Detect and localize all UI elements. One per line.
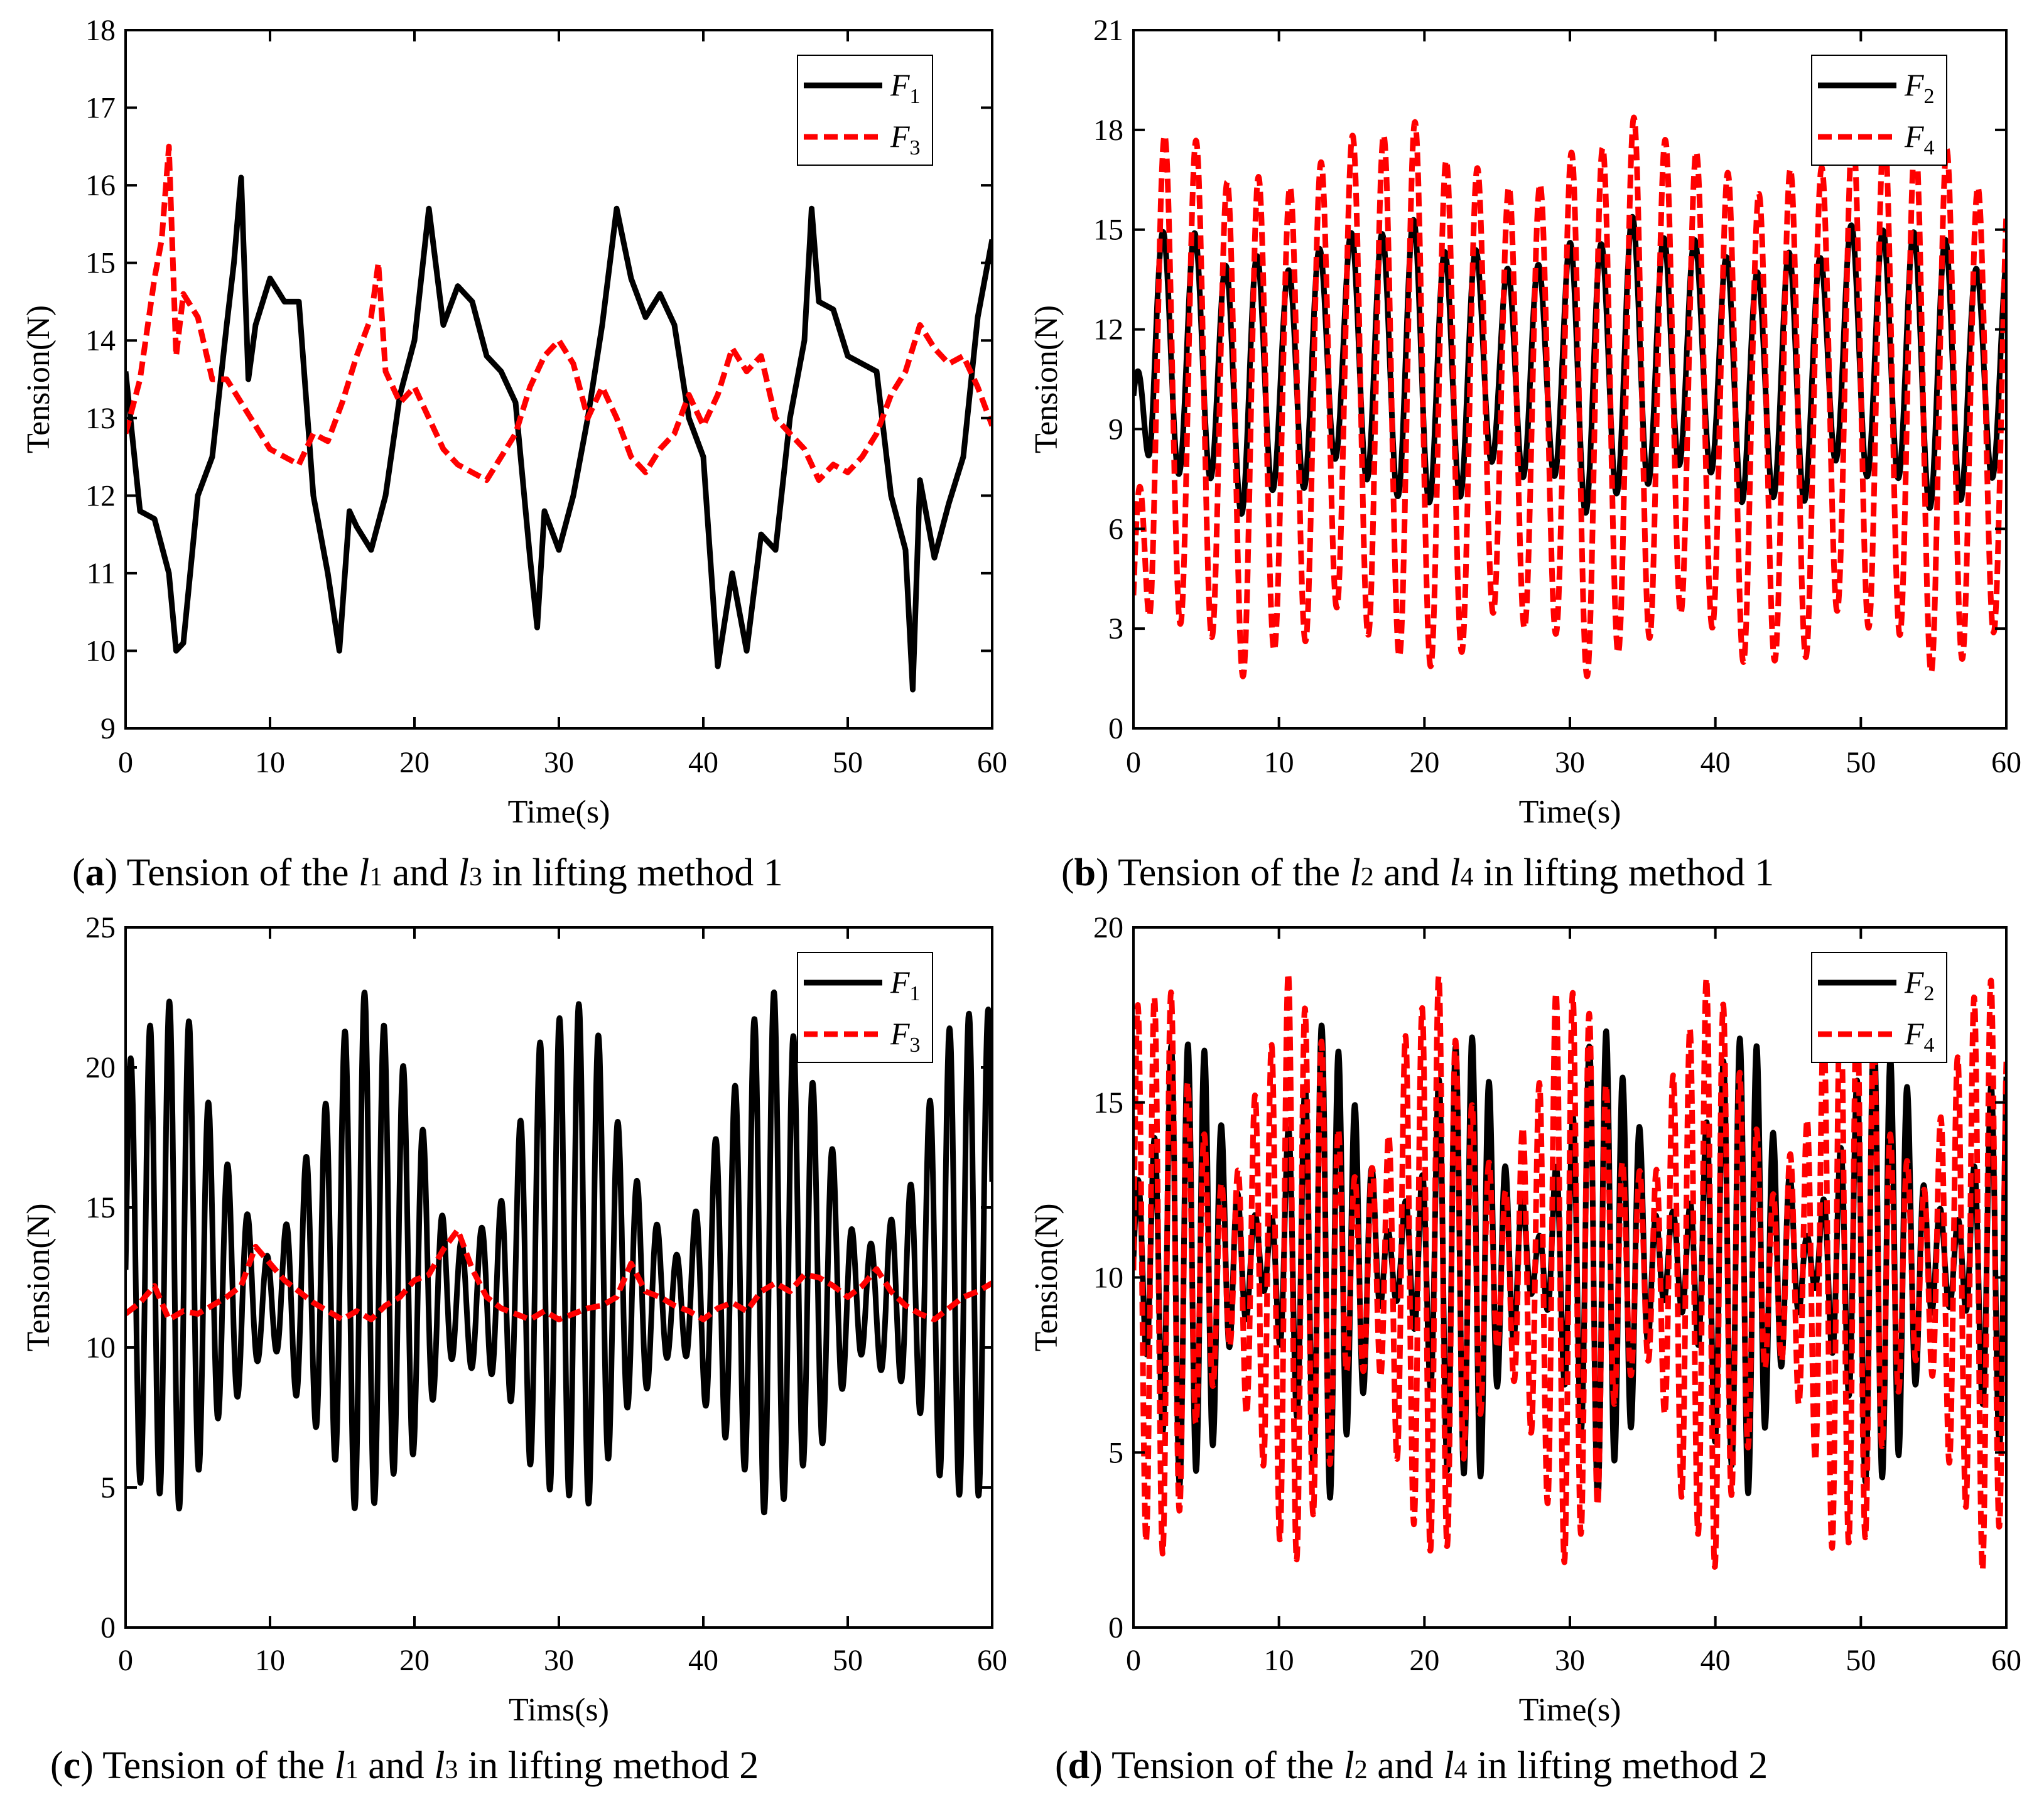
y-tick-label: 9 <box>1108 413 1123 446</box>
x-tick-label: 50 <box>833 1644 863 1677</box>
x-tick-label: 60 <box>977 1644 1007 1677</box>
x-tick-label: 40 <box>1701 746 1731 779</box>
y-axis-label: Tension(N) <box>1029 305 1064 453</box>
x-axis-label: Time(s) <box>1519 794 1621 830</box>
y-tick-label: 13 <box>85 402 116 435</box>
y-tick-label: 10 <box>85 1331 116 1364</box>
x-tick-label: 30 <box>1555 746 1585 779</box>
y-tick-label: 10 <box>85 634 116 667</box>
series-F4-line-d <box>1133 971 2006 1573</box>
y-axis-label: Tension(N) <box>1029 1203 1064 1351</box>
x-tick-label: 50 <box>1846 746 1876 779</box>
panel-caption-d: (d) Tension of the l2 and l4 in lifting … <box>1055 1744 1768 1787</box>
legend-box <box>797 55 933 166</box>
x-tick-label: 10 <box>1264 746 1294 779</box>
series-F4-line-b <box>1133 114 2006 679</box>
x-axis-label: Time(s) <box>1519 1692 1621 1728</box>
x-axis-label: Time(s) <box>508 794 610 830</box>
chart-panel-d: 0 10 20 30 40 50 60 0 5 10 15 20 Time(s) Tension(N) F2… <box>1029 911 2021 1787</box>
x-tick-label: 10 <box>255 746 285 779</box>
y-tick-label: 0 <box>1108 1611 1123 1644</box>
y-tick-label: 9 <box>100 712 116 745</box>
series-F3-line-c <box>126 1227 992 1322</box>
x-axis-label: Tims(s) <box>509 1692 609 1728</box>
legend-label-F1: F1 <box>890 67 921 108</box>
x-tick-label: 60 <box>1991 746 2021 779</box>
chart-panel-a: 0 10 20 30 40 50 60 9 10 11 12 13 14 15 16 17 18 Time(s) T… <box>21 14 1007 894</box>
y-tick-label: 18 <box>1093 114 1123 147</box>
x-tick-label: 40 <box>688 746 718 779</box>
y-tick-label: 5 <box>1108 1436 1123 1469</box>
y-tick-label: 0 <box>1108 712 1123 745</box>
y-tick-label: 12 <box>1093 313 1123 347</box>
x-tick-label: 0 <box>1126 1644 1141 1677</box>
chart-panel-b: 0 10 20 30 40 50 60 0 3 6 9 12 15 18 21 Time(s) Tension(… <box>1029 14 2021 894</box>
y-axis-label: Tension(N) <box>21 1203 57 1351</box>
x-tick-label: 30 <box>1555 1644 1585 1677</box>
y-tick-label: 14 <box>85 324 116 357</box>
legend-label-F3: F3 <box>890 119 921 159</box>
x-tick-label: 60 <box>977 746 1007 779</box>
y-tick-label: 21 <box>1093 14 1123 47</box>
legend-box <box>1811 952 1947 1063</box>
x-tick-label: 50 <box>1846 1644 1876 1677</box>
series-F1-line-a <box>126 175 992 693</box>
x-tick-label: 20 <box>1409 1644 1439 1677</box>
x-tick-label: 50 <box>833 746 863 779</box>
legend-label-F2: F2 <box>1904 964 1935 1005</box>
x-tick-label: 30 <box>544 1644 574 1677</box>
x-tick-label: 60 <box>1991 1644 2021 1677</box>
y-tick-label: 20 <box>1093 911 1123 944</box>
y-tick-label: 17 <box>85 92 116 125</box>
y-tick-label: 12 <box>85 479 116 512</box>
y-tick-label: 20 <box>85 1051 116 1084</box>
legend-label-F2: F2 <box>1904 67 1935 108</box>
y-tick-label: 5 <box>100 1471 116 1504</box>
x-tick-label: 0 <box>1126 746 1141 779</box>
y-tick-label: 11 <box>87 557 116 590</box>
y-tick-label: 10 <box>1093 1261 1123 1295</box>
x-tick-label: 0 <box>118 746 133 779</box>
x-tick-label: 10 <box>1264 1644 1294 1677</box>
x-tick-label: 20 <box>1409 746 1439 779</box>
legend-label-F3: F3 <box>890 1016 921 1057</box>
x-tick-label: 30 <box>544 746 574 779</box>
legend-label-F1: F1 <box>890 964 921 1005</box>
panel-caption-b: (b) Tension of the l2 and l4 in lifting … <box>1061 851 1774 894</box>
panel-caption-a: (a) Tension of the l1 and l3 in lifting … <box>72 851 783 894</box>
y-tick-label: 6 <box>1108 512 1123 546</box>
series-F1-line-c <box>126 989 992 1516</box>
legend-box <box>797 952 933 1063</box>
y-tick-label: 25 <box>85 911 116 944</box>
y-tick-label: 15 <box>85 1191 116 1224</box>
chart-panel-c: 0 10 20 30 40 50 60 0 5 10 15 20 25 Tims(s) Tension(N)… <box>21 911 1007 1787</box>
y-tick-label: 3 <box>1108 612 1123 645</box>
y-axis-label: Tension(N) <box>21 305 57 453</box>
panel-caption-c: (c) Tension of the l1 and l3 in lifting … <box>50 1744 759 1787</box>
x-tick-label: 10 <box>255 1644 285 1677</box>
y-tick-label: 16 <box>85 169 116 202</box>
legend-label-F4: F4 <box>1904 119 1935 159</box>
y-tick-label: 15 <box>1093 213 1123 247</box>
y-tick-label: 18 <box>85 14 116 47</box>
y-tick-label: 15 <box>85 247 116 280</box>
series-F3-line-a <box>126 143 992 483</box>
x-tick-label: 0 <box>118 1644 133 1677</box>
x-tick-label: 40 <box>688 1644 718 1677</box>
y-tick-label: 15 <box>1093 1086 1123 1120</box>
x-tick-label: 20 <box>399 746 430 779</box>
y-tick-label: 0 <box>100 1611 116 1644</box>
legend-box <box>1811 55 1947 166</box>
legend-label-F4: F4 <box>1904 1016 1935 1057</box>
x-tick-label: 20 <box>399 1644 430 1677</box>
x-tick-label: 40 <box>1701 1644 1731 1677</box>
